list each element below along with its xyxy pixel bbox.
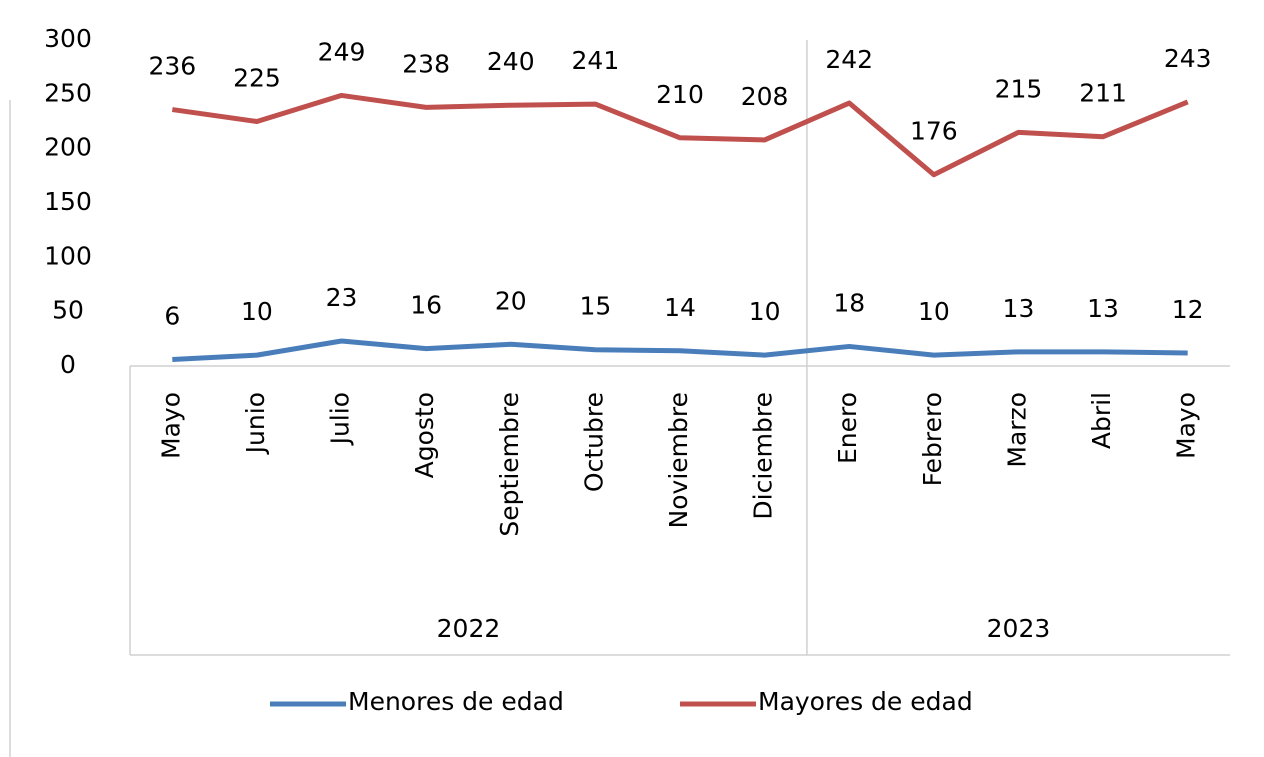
y-tick-label: 250 [44,78,92,107]
y-tick-label: 100 [44,241,92,270]
data-label: 6 [164,301,180,330]
data-label: 23 [326,283,358,312]
y-tick-label: 200 [44,133,92,162]
y-tick-label: 0 [60,350,76,379]
data-label: 14 [664,293,696,322]
x-tick-label: Enero [833,392,862,464]
data-label: 10 [241,297,273,326]
x-tick-label: Julio [326,392,355,446]
x-tick-label: Febrero [918,392,947,486]
legend-label: Menores de edad [348,687,564,716]
x-tick-label: Marzo [1002,392,1031,468]
data-label: 236 [148,52,196,81]
data-label: 208 [741,82,789,111]
data-label: 13 [1087,294,1119,323]
data-label: 210 [656,80,704,109]
y-tick-label: 300 [44,24,92,53]
legend-label: Mayores de edad [758,687,973,716]
data-label: 240 [487,47,535,76]
x-tick-label: Mayo [1172,392,1201,459]
data-label: 243 [1164,44,1212,73]
data-label: 176 [910,117,958,146]
data-label: 242 [825,45,873,74]
group-label: 2023 [987,614,1051,643]
x-tick-label: Septiembre [495,392,524,537]
data-label: 12 [1172,295,1204,324]
data-label: 20 [495,286,527,315]
data-label: 249 [318,37,366,66]
x-tick-label: Agosto [410,392,439,478]
y-tick-label: 50 [52,296,84,325]
data-label: 215 [995,74,1043,103]
data-label: 16 [410,291,442,320]
data-label: 211 [1079,79,1127,108]
group-label: 2022 [437,614,501,643]
data-label: 10 [918,297,950,326]
y-tick-label: 150 [44,187,92,216]
series-line [172,338,1188,362]
x-tick-label: Abril [1087,392,1116,449]
x-tick-label: Diciembre [749,392,778,520]
data-label: 238 [402,49,450,78]
data-label: 13 [1003,294,1035,323]
x-tick-label: Junio [241,392,270,455]
data-label: 18 [833,288,865,317]
series-line [171,92,1189,178]
x-tick-label: Mayo [156,392,185,459]
x-tick-label: Noviembre [664,392,693,528]
data-label: 15 [579,292,611,321]
data-label: 241 [572,46,620,75]
data-label: 10 [749,297,781,326]
data-label: 225 [233,64,281,93]
x-tick-label: Octubre [579,392,608,492]
